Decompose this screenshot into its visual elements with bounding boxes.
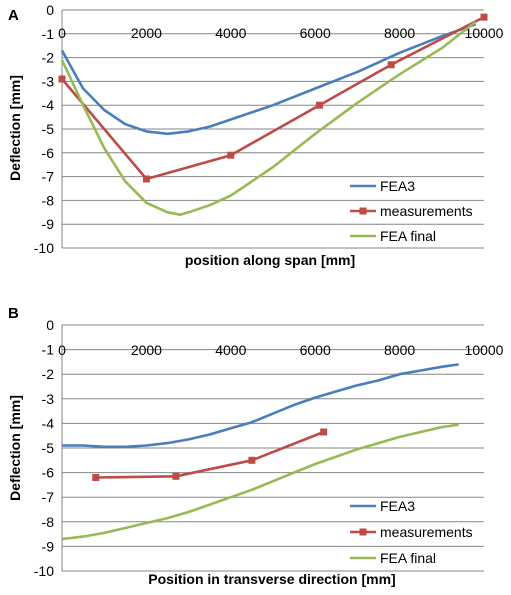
x-tick-label-b: 10000 xyxy=(465,342,504,358)
data-point-measurements-b xyxy=(248,456,256,464)
data-point-measurements-a xyxy=(58,75,66,83)
data-point-measurements-b xyxy=(92,474,100,482)
series-line-measurements-a xyxy=(61,15,485,181)
x-tick-label-b: 4000 xyxy=(215,342,246,358)
data-point-measurements-a xyxy=(387,61,395,69)
legend-label-measurements-b: measurements xyxy=(380,524,473,540)
y-tick-label-b: -5 xyxy=(42,440,55,456)
y-tick-label-b: -2 xyxy=(42,366,55,382)
panel-label-a: A xyxy=(8,7,19,24)
y-tick-label-a: -2 xyxy=(42,50,55,66)
x-tick-labels-a: 0 2000 4000 6000 8000 10000 xyxy=(58,25,504,41)
data-point-measurements-b xyxy=(172,472,180,480)
y-axis-title-a: Deflection [mm] xyxy=(7,75,23,181)
y-tick-label-b: -9 xyxy=(42,538,55,554)
y-tick-label-b: -4 xyxy=(42,415,55,431)
x-tick-label-b: 2000 xyxy=(131,342,162,358)
y-tick-label-a: -1 xyxy=(42,26,55,42)
x-tick-label-b: 0 xyxy=(58,342,66,358)
y-tick-label-a: -6 xyxy=(42,145,55,161)
y-tick-label-a: -7 xyxy=(42,169,55,185)
y-tick-label-b: -6 xyxy=(42,465,55,481)
x-tick-label-a: 10000 xyxy=(465,25,504,41)
chart-panel-a: A 0-1-2-3-4-5-6-7-8-9-10 0 2000 4000 6000 80… xyxy=(7,2,504,268)
legend-label-fea3-b: FEA3 xyxy=(380,498,415,514)
y-tick-label-a: -8 xyxy=(42,192,55,208)
series-b xyxy=(61,363,459,541)
legend-label-measurements-a: measurements xyxy=(380,203,473,219)
y-tick-label-a: 0 xyxy=(46,2,54,18)
data-point-measurements-b xyxy=(320,428,328,436)
y-axis-title-b: Deflection [mm] xyxy=(7,395,23,501)
y-tick-label-b: -10 xyxy=(34,563,54,579)
data-point-measurements-a xyxy=(315,101,323,109)
legend-marker-measurements-b xyxy=(359,528,367,536)
y-tick-label-a: -5 xyxy=(42,121,55,137)
y-tick-label-a: -4 xyxy=(42,97,55,113)
series-a xyxy=(58,13,488,216)
y-tick-label-b: -8 xyxy=(42,514,55,530)
y-tick-label-a: -9 xyxy=(42,216,55,232)
legend-label-fea-final-b: FEA final xyxy=(380,550,436,566)
y-tick-label-a: -3 xyxy=(42,73,55,89)
series-line-fea-final-b xyxy=(61,423,459,541)
series-line-fea3-b xyxy=(62,363,459,449)
legend-label-fea-final-a: FEA final xyxy=(380,228,436,244)
legend-b: FEA3 measurements FEA final xyxy=(350,498,473,566)
x-axis-title-b: Position in transverse direction [mm] xyxy=(148,571,395,587)
y-tick-labels-a: 0 -1 -2 -3 -4 -5 -6 -7 -8 -9 -10 xyxy=(34,2,54,256)
x-tick-label-b: 6000 xyxy=(300,342,331,358)
y-tick-labels-b: 0 -1 -2 -3 -4 -5 -6 -7 -8 -9 -10 xyxy=(34,317,54,579)
legend-label-fea3-a: FEA3 xyxy=(380,178,415,194)
x-tick-label-a: 2000 xyxy=(131,25,162,41)
y-tick-label-a: -10 xyxy=(34,240,54,256)
x-tick-label-a: 4000 xyxy=(215,25,246,41)
x-tick-label-a: 8000 xyxy=(384,25,415,41)
x-tick-label-a: 6000 xyxy=(300,25,331,41)
legend-a: FEA3 measurements FEA final xyxy=(350,178,473,244)
data-point-measurements-a xyxy=(142,175,150,183)
x-axis-title-a: position along span [mm] xyxy=(185,252,355,268)
x-tick-label-a: 0 xyxy=(58,25,66,41)
y-tick-label-b: -3 xyxy=(42,391,55,407)
panel-label-b: B xyxy=(8,305,19,322)
series-line-fea3-a xyxy=(60,23,477,136)
series-line-fea-final-a xyxy=(60,20,477,216)
chart-panel-b: B 0-1-2-3-4-5-6-7-8-9-10 0 2000 4000 6000 80… xyxy=(7,305,504,587)
gridlines-b xyxy=(61,324,484,572)
data-point-measurements-a xyxy=(480,13,488,21)
series-line-measurements-b xyxy=(95,430,325,479)
x-tick-label-b: 8000 xyxy=(384,342,415,358)
y-tick-label-b: 0 xyxy=(46,317,54,333)
y-tick-label-b: -7 xyxy=(42,489,55,505)
legend-marker-measurements-a xyxy=(359,207,367,215)
data-point-measurements-a xyxy=(227,151,235,159)
y-tick-label-b: -1 xyxy=(42,342,55,358)
x-tick-labels-b: 0 2000 4000 6000 8000 10000 xyxy=(58,342,504,358)
